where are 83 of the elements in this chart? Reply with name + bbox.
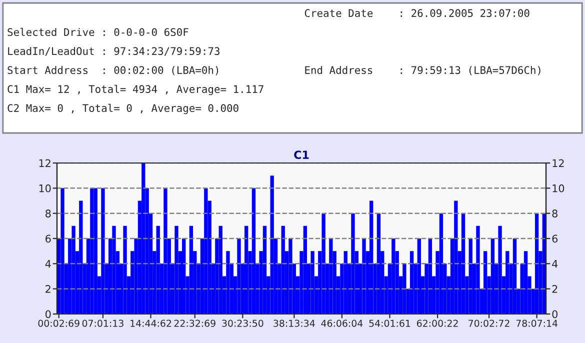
bar bbox=[524, 251, 528, 314]
bar bbox=[534, 213, 539, 314]
bar bbox=[123, 226, 127, 314]
text: Create Date : 26.09.2005 23:07:00 bbox=[304, 9, 530, 18]
y2-tick-label: 6 bbox=[552, 234, 558, 243]
bar bbox=[79, 200, 83, 314]
x-tick-label: 00:02:69 bbox=[38, 320, 80, 327]
x-tick-label: 07:01:13 bbox=[82, 320, 124, 327]
bar bbox=[164, 188, 168, 314]
y-tick-label: 12 bbox=[39, 159, 50, 167]
bar bbox=[182, 238, 186, 314]
y2-tick-label: 0 bbox=[552, 310, 558, 318]
bar bbox=[262, 226, 267, 314]
text: Selected Drive : 0-0-0-0 6S0F bbox=[8, 28, 188, 36]
bar bbox=[303, 226, 308, 314]
bar bbox=[439, 213, 444, 314]
bar bbox=[101, 188, 105, 314]
text: C2 Max= 0 , Total= 0 , Average= 0.000 bbox=[8, 104, 238, 114]
y-tick-label: 6 bbox=[46, 234, 51, 243]
bar bbox=[402, 264, 406, 314]
y2-tick-label: 12 bbox=[552, 159, 564, 167]
bar bbox=[329, 238, 333, 314]
x-tick-label: 30:23:50 bbox=[222, 320, 264, 327]
bar bbox=[281, 226, 285, 314]
bar bbox=[244, 226, 248, 314]
y-tick-label: 10 bbox=[39, 184, 51, 192]
text: C1 Max= 12 , Total= 4934 , Average= 1.117 bbox=[8, 84, 264, 96]
bar bbox=[468, 238, 472, 314]
x-tick-label: 22:32:69 bbox=[174, 320, 216, 327]
bar bbox=[483, 251, 488, 314]
bar bbox=[90, 188, 94, 314]
bar bbox=[94, 188, 98, 314]
bar bbox=[226, 251, 230, 314]
y2-tick-label: 4 bbox=[552, 260, 558, 268]
bar bbox=[376, 213, 381, 314]
bar bbox=[417, 238, 421, 314]
bar bbox=[237, 238, 241, 314]
x-tick-label: 54:01:61 bbox=[369, 320, 410, 327]
bar bbox=[288, 238, 292, 314]
bar bbox=[204, 188, 208, 314]
bar bbox=[344, 251, 348, 314]
x-tick-label: 38:13:34 bbox=[274, 320, 315, 327]
bar bbox=[72, 226, 76, 314]
y-tick-label: 2 bbox=[46, 285, 50, 293]
bar bbox=[454, 200, 458, 314]
bar bbox=[189, 226, 194, 314]
y-tick-label: 4 bbox=[45, 260, 51, 268]
chart-title: C1 bbox=[294, 150, 309, 159]
x-tick-label: 14:44:62 bbox=[130, 320, 172, 327]
text: Start Address : 00:02:00 (LBA=0h) bbox=[8, 66, 218, 76]
bar bbox=[461, 213, 466, 314]
bar bbox=[270, 176, 274, 314]
text: End Address : 79:59:13 (LBA=57D6Ch) bbox=[305, 66, 540, 76]
bar bbox=[476, 226, 480, 314]
x-tick-label: 78:07:14 bbox=[516, 320, 558, 327]
bar bbox=[362, 238, 366, 314]
bar bbox=[310, 251, 314, 314]
y-tick-label: 0 bbox=[46, 310, 51, 318]
bar bbox=[60, 188, 64, 314]
bar bbox=[174, 226, 178, 314]
x-tick-label: 46:06:04 bbox=[321, 320, 363, 327]
bar bbox=[112, 226, 116, 314]
y2-tick-label: 8 bbox=[552, 210, 558, 218]
bar bbox=[392, 238, 396, 314]
bar bbox=[506, 251, 510, 314]
bar bbox=[218, 226, 222, 314]
bar bbox=[252, 188, 256, 314]
bar bbox=[156, 226, 160, 314]
bar bbox=[498, 226, 502, 314]
bar bbox=[351, 213, 355, 314]
bar bbox=[490, 238, 495, 314]
y2-tick-label: 10 bbox=[552, 184, 564, 192]
bar bbox=[512, 238, 517, 314]
bar bbox=[142, 163, 146, 314]
x-tick-label: 70:02:72 bbox=[468, 320, 510, 327]
bar bbox=[370, 200, 374, 314]
y2-tick-label: 2 bbox=[552, 285, 558, 293]
bar bbox=[428, 238, 432, 314]
bar bbox=[410, 251, 414, 314]
x-tick-label: 62:00:22 bbox=[416, 320, 458, 327]
text: LeadIn/LeadOut : 97:34:23/79:59:73 bbox=[8, 46, 220, 56]
bar bbox=[322, 213, 326, 314]
y-tick-label: 8 bbox=[46, 210, 51, 218]
